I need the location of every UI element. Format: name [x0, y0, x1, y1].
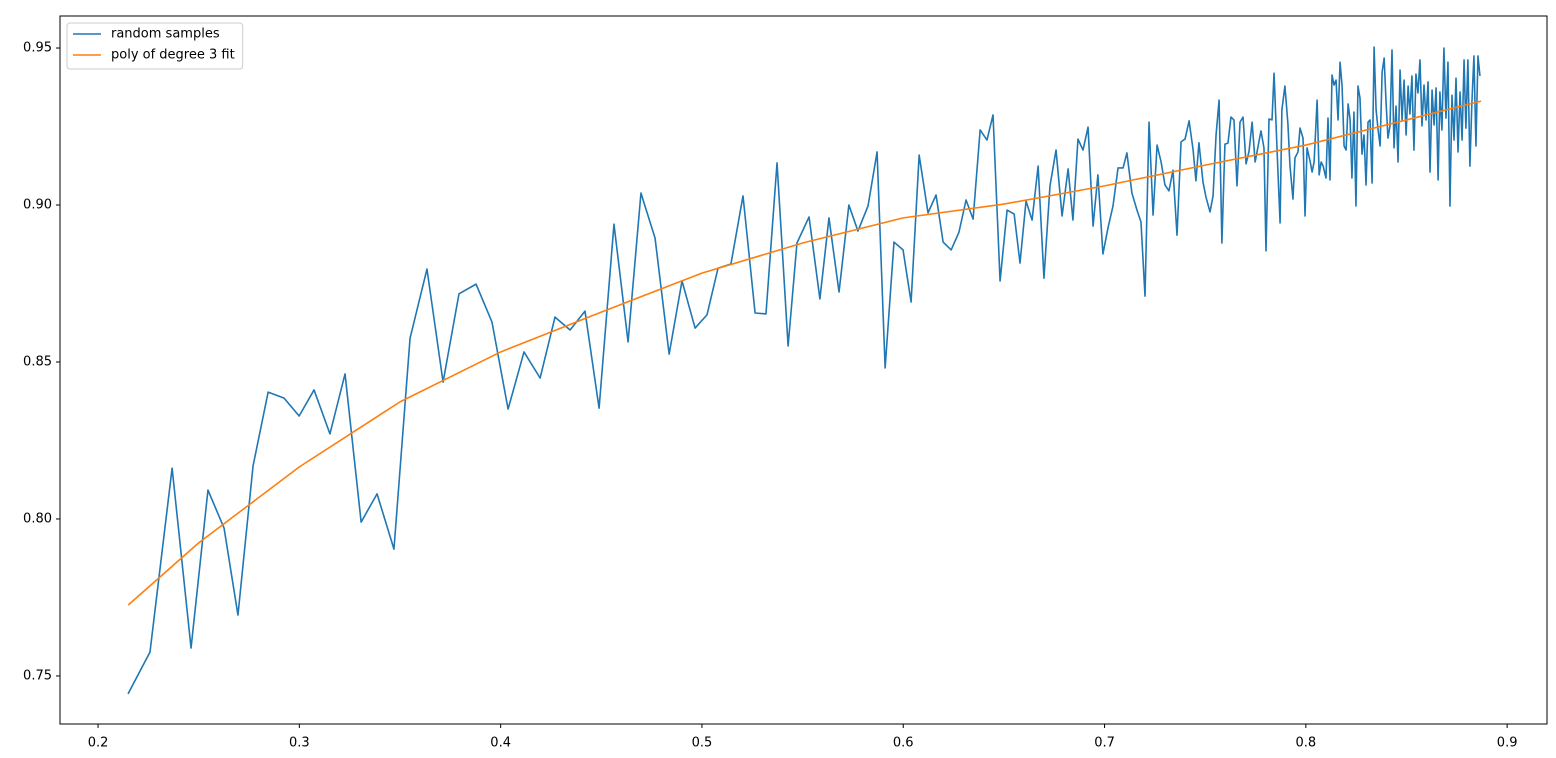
- series-line: [127, 100, 1482, 606]
- legend-label: poly of degree 3 fit: [111, 48, 235, 63]
- axes: 0.2 0.3 0.4 0.5 0.6 0.7 0.8 0.9 0.75 0.80 0.85 0.90…: [23, 41, 1517, 751]
- legend: random samples poly of degree 3 fit: [66, 22, 244, 70]
- y-tick-label: 0.80: [23, 511, 52, 526]
- legend-box: [66, 22, 244, 70]
- legend-label: random samples: [111, 27, 220, 42]
- x-tick-label: 0.8: [1295, 736, 1316, 751]
- plot-marks: [127, 46, 1482, 695]
- x-tick-label: 0.6: [893, 736, 914, 751]
- y-tick-label: 0.90: [23, 198, 52, 213]
- x-tick-label: 0.2: [88, 736, 109, 751]
- x-tick-label: 0.4: [490, 736, 511, 751]
- x-tick-label: 0.7: [1094, 736, 1115, 751]
- y-tick-label: 0.75: [23, 668, 52, 683]
- x-tick-label: 0.9: [1497, 736, 1518, 751]
- x-tick-label: 0.3: [289, 736, 310, 751]
- y-tick-label: 0.85: [23, 354, 52, 369]
- x-tick-label: 0.5: [692, 736, 713, 751]
- y-tick-label: 0.95: [23, 41, 52, 56]
- plot-frame: [59, 15, 1548, 725]
